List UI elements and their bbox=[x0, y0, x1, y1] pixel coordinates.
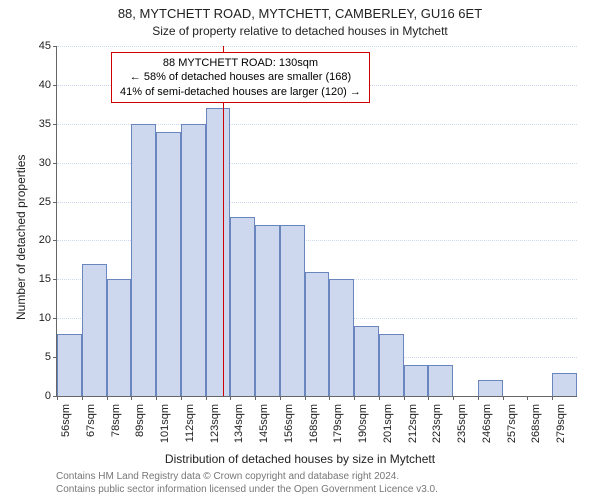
x-tick-label: 201sqm bbox=[382, 404, 394, 443]
x-tick-label: 268sqm bbox=[530, 404, 542, 443]
x-tick-label: 235sqm bbox=[456, 404, 468, 443]
x-tick-label: 112sqm bbox=[184, 404, 196, 442]
x-tick-label: 246sqm bbox=[481, 404, 493, 443]
histogram-bar bbox=[305, 272, 330, 396]
x-tick-label: 257sqm bbox=[506, 404, 518, 443]
x-tick-mark bbox=[82, 396, 83, 400]
y-gridline bbox=[57, 46, 577, 47]
attribution-line-2: Contains public sector information licen… bbox=[56, 483, 438, 496]
y-tick-mark bbox=[53, 240, 57, 241]
histogram-bar bbox=[354, 326, 379, 396]
y-tick-mark bbox=[53, 163, 57, 164]
annotation-line-2: ← 58% of detached houses are smaller (16… bbox=[120, 70, 361, 84]
y-tick-label: 40 bbox=[39, 79, 51, 91]
x-tick-label: 168sqm bbox=[308, 404, 320, 443]
x-tick-mark bbox=[131, 396, 132, 400]
attribution-text: Contains HM Land Registry data © Crown c… bbox=[56, 470, 438, 496]
x-tick-mark bbox=[206, 396, 207, 400]
attribution-line-1: Contains HM Land Registry data © Crown c… bbox=[56, 470, 438, 483]
x-tick-label: 279sqm bbox=[555, 404, 567, 443]
chart-title-sub: Size of property relative to detached ho… bbox=[0, 24, 600, 38]
x-tick-mark bbox=[503, 396, 504, 400]
histogram-bar bbox=[552, 373, 577, 396]
x-tick-label: 190sqm bbox=[357, 404, 369, 443]
x-tick-label: 56sqm bbox=[60, 404, 72, 437]
x-tick-mark bbox=[552, 396, 553, 400]
x-tick-label: 134sqm bbox=[233, 404, 245, 443]
x-tick-mark bbox=[156, 396, 157, 400]
histogram-bar bbox=[156, 132, 181, 396]
x-tick-label: 89sqm bbox=[134, 404, 146, 437]
y-tick-label: 10 bbox=[39, 312, 51, 324]
x-tick-label: 78sqm bbox=[110, 404, 122, 437]
x-tick-mark bbox=[305, 396, 306, 400]
x-tick-mark bbox=[379, 396, 380, 400]
x-tick-mark bbox=[181, 396, 182, 400]
x-tick-label: 223sqm bbox=[431, 404, 443, 443]
y-tick-label: 35 bbox=[39, 118, 51, 130]
y-tick-label: 30 bbox=[39, 157, 51, 169]
x-tick-label: 123sqm bbox=[209, 404, 221, 443]
histogram-bar bbox=[57, 334, 82, 396]
x-tick-mark bbox=[230, 396, 231, 400]
histogram-bar bbox=[280, 225, 305, 396]
histogram-bar bbox=[379, 334, 404, 396]
histogram-bar bbox=[181, 124, 206, 396]
y-tick-label: 25 bbox=[39, 196, 51, 208]
x-tick-label: 156sqm bbox=[283, 404, 295, 443]
x-tick-mark bbox=[57, 396, 58, 400]
x-tick-label: 67sqm bbox=[85, 404, 97, 437]
y-tick-label: 45 bbox=[39, 40, 51, 52]
x-tick-mark bbox=[255, 396, 256, 400]
x-tick-mark bbox=[453, 396, 454, 400]
y-tick-label: 0 bbox=[45, 390, 51, 402]
histogram-bar bbox=[107, 279, 132, 396]
y-axis-label: Number of detached properties bbox=[14, 155, 28, 320]
histogram-bar bbox=[428, 365, 453, 396]
x-tick-label: 179sqm bbox=[332, 404, 344, 443]
x-tick-mark bbox=[478, 396, 479, 400]
histogram-bar bbox=[329, 279, 354, 396]
histogram-bar bbox=[255, 225, 280, 396]
x-tick-mark bbox=[404, 396, 405, 400]
x-tick-mark bbox=[280, 396, 281, 400]
y-tick-label: 5 bbox=[45, 351, 51, 363]
x-tick-mark bbox=[527, 396, 528, 400]
x-tick-label: 145sqm bbox=[258, 404, 270, 443]
x-tick-mark bbox=[354, 396, 355, 400]
y-tick-mark bbox=[53, 318, 57, 319]
y-tick-mark bbox=[53, 279, 57, 280]
y-tick-label: 20 bbox=[39, 234, 51, 246]
histogram-bar bbox=[478, 380, 503, 396]
chart-container: 88, MYTCHETT ROAD, MYTCHETT, CAMBERLEY, … bbox=[0, 0, 600, 500]
chart-title-main: 88, MYTCHETT ROAD, MYTCHETT, CAMBERLEY, … bbox=[0, 6, 600, 21]
histogram-bar bbox=[230, 217, 255, 396]
histogram-bar bbox=[131, 124, 156, 396]
x-tick-label: 212sqm bbox=[407, 404, 419, 443]
x-tick-mark bbox=[107, 396, 108, 400]
histogram-bar bbox=[404, 365, 429, 396]
x-tick-label: 101sqm bbox=[159, 404, 171, 443]
x-tick-mark bbox=[428, 396, 429, 400]
histogram-bar bbox=[82, 264, 107, 396]
x-axis-label: Distribution of detached houses by size … bbox=[0, 452, 600, 466]
annotation-line-1: 88 MYTCHETT ROAD: 130sqm bbox=[120, 56, 361, 70]
y-tick-mark bbox=[53, 85, 57, 86]
y-tick-label: 15 bbox=[39, 273, 51, 285]
annotation-box: 88 MYTCHETT ROAD: 130sqm ← 58% of detach… bbox=[111, 52, 370, 103]
annotation-line-3: 41% of semi-detached houses are larger (… bbox=[120, 85, 361, 99]
y-tick-mark bbox=[53, 46, 57, 47]
y-tick-mark bbox=[53, 202, 57, 203]
histogram-bar bbox=[206, 108, 231, 396]
x-tick-mark bbox=[329, 396, 330, 400]
y-tick-mark bbox=[53, 124, 57, 125]
